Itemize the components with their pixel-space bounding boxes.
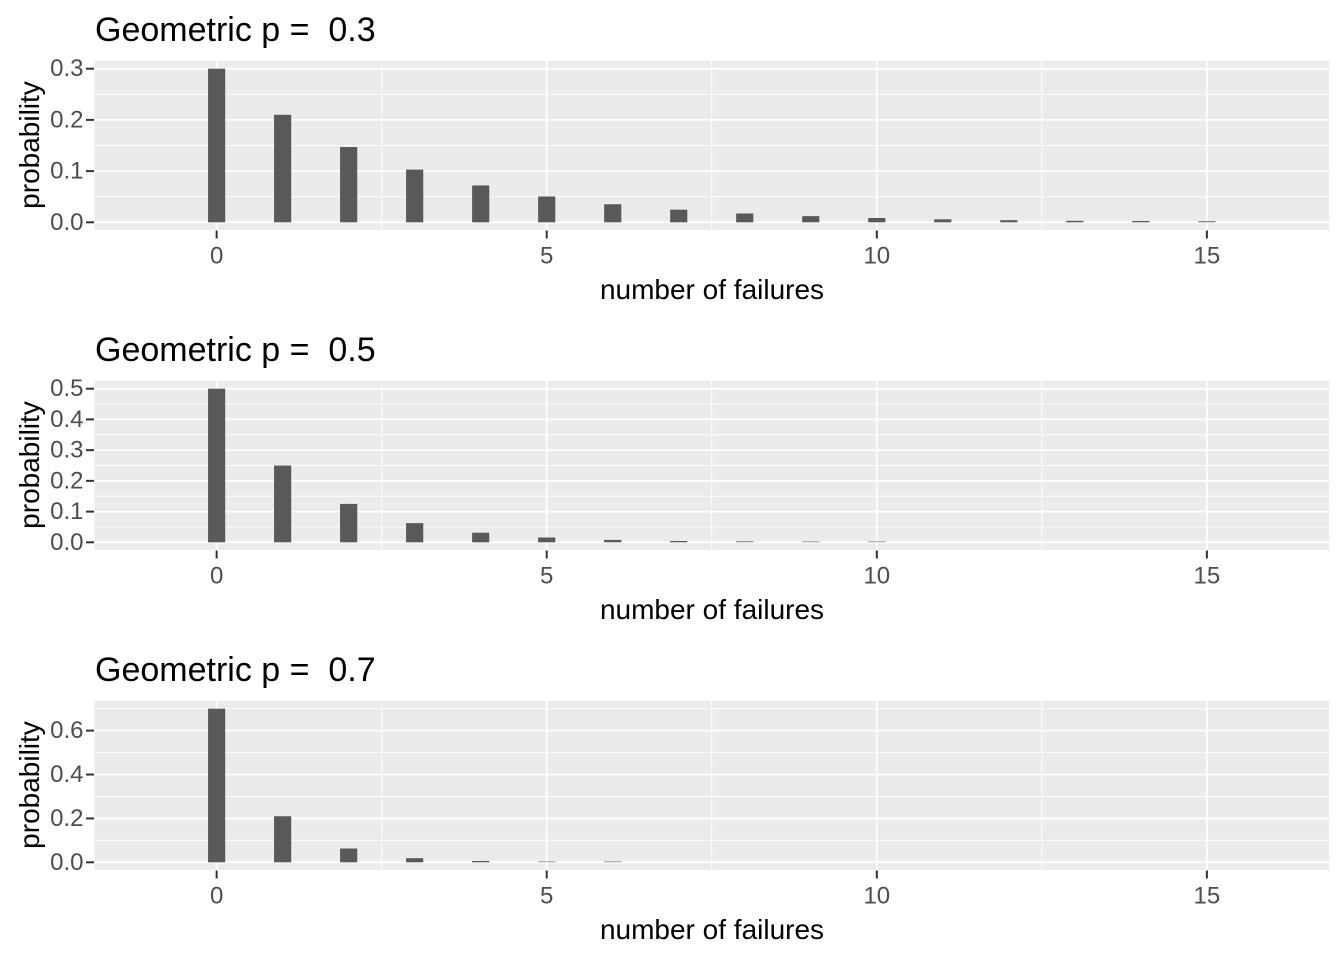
y-tick-label: 0.1 xyxy=(50,158,83,185)
bar xyxy=(736,213,754,223)
bar xyxy=(340,503,358,543)
y-tick-label: 0.3 xyxy=(50,437,83,464)
bar xyxy=(670,541,688,543)
bar xyxy=(406,523,424,543)
x-axis-title: number of failures xyxy=(599,274,825,305)
x-tick-label: 5 xyxy=(540,883,553,910)
x-tick-label: 0 xyxy=(210,563,223,590)
y-tick-label: 0.4 xyxy=(50,406,83,433)
x-tick-label: 10 xyxy=(863,563,890,590)
x-tick-label: 0 xyxy=(210,883,223,910)
x-tick-label: 15 xyxy=(1194,563,1221,590)
bar xyxy=(472,185,490,223)
bar xyxy=(208,68,226,223)
bar xyxy=(538,196,556,223)
plot-panel-p07: 0 5 10 15 0.0 0.2 0.4 0.6 xyxy=(50,701,1329,910)
chart-title: Geometric p = 0.3 xyxy=(95,11,376,49)
y-tick-label: 0.2 xyxy=(50,467,83,494)
bar xyxy=(538,861,556,863)
x-axis-title: number of failures xyxy=(599,594,825,625)
bar xyxy=(604,539,622,543)
bar xyxy=(604,861,622,863)
bar xyxy=(274,465,292,543)
bar xyxy=(274,114,292,223)
bar xyxy=(1132,221,1150,223)
bar xyxy=(1000,220,1018,223)
chart-title: Geometric p = 0.5 xyxy=(95,331,376,369)
y-tick-label: 0.0 xyxy=(50,849,83,876)
y-tick-label: 0.6 xyxy=(50,717,83,744)
y-tick-label: 0.1 xyxy=(50,498,83,525)
chart-geometric-p03: 0 5 10 15 0.0 0.1 0.2 0.3 Geometric p = 0.3 pro… xyxy=(0,0,1344,320)
bar xyxy=(472,861,490,863)
y-tick-label: 0.3 xyxy=(50,55,83,82)
bar xyxy=(340,147,358,223)
bar xyxy=(868,541,886,543)
bar xyxy=(934,219,952,223)
y-tick-label: 0.0 xyxy=(50,209,83,236)
x-tick-label: 15 xyxy=(1194,243,1221,270)
bar xyxy=(340,848,358,863)
y-axis-title: probability xyxy=(14,81,45,209)
y-axis-title: probability xyxy=(14,401,45,529)
bar xyxy=(406,169,424,223)
chart-title: Geometric p = 0.7 xyxy=(95,651,376,689)
plot-panel-p05: 0 5 10 15 0.0 0.1 0.2 0.3 0.4 0.5 xyxy=(50,375,1329,590)
x-tick-label: 10 xyxy=(863,243,890,270)
y-tick-label: 0.2 xyxy=(50,106,83,133)
y-tick-label: 0.5 xyxy=(50,375,83,402)
bar xyxy=(472,532,490,543)
y-axis-title: probability xyxy=(14,721,45,849)
bar xyxy=(208,388,226,543)
y-tick-label: 0.4 xyxy=(50,761,83,788)
bar xyxy=(736,541,754,543)
bar xyxy=(208,708,226,863)
chart-geometric-p05: 0 5 10 15 0.0 0.1 0.2 0.3 0.4 0.5 Geometric p = 0… xyxy=(0,320,1344,640)
bar xyxy=(1198,221,1216,223)
bar xyxy=(406,858,424,863)
x-tick-label: 5 xyxy=(540,243,553,270)
bar xyxy=(274,816,292,863)
chart-geometric-p07: 0 5 10 15 0.0 0.2 0.4 0.6 Geometric p = 0.7 pro… xyxy=(0,640,1344,960)
bar xyxy=(670,209,688,223)
bar xyxy=(802,541,820,543)
plot-panel-p03: 0 5 10 15 0.0 0.1 0.2 0.3 xyxy=(50,55,1329,270)
x-tick-label: 10 xyxy=(863,883,890,910)
x-tick-label: 0 xyxy=(210,243,223,270)
bar xyxy=(604,204,622,223)
bar xyxy=(538,537,556,543)
bar xyxy=(802,216,820,223)
y-tick-label: 0.2 xyxy=(50,805,83,832)
bar xyxy=(1066,220,1084,223)
bar xyxy=(868,217,886,223)
x-axis-title: number of failures xyxy=(599,914,825,945)
x-tick-label: 5 xyxy=(540,563,553,590)
x-tick-label: 15 xyxy=(1194,883,1221,910)
y-tick-label: 0.0 xyxy=(50,529,83,556)
